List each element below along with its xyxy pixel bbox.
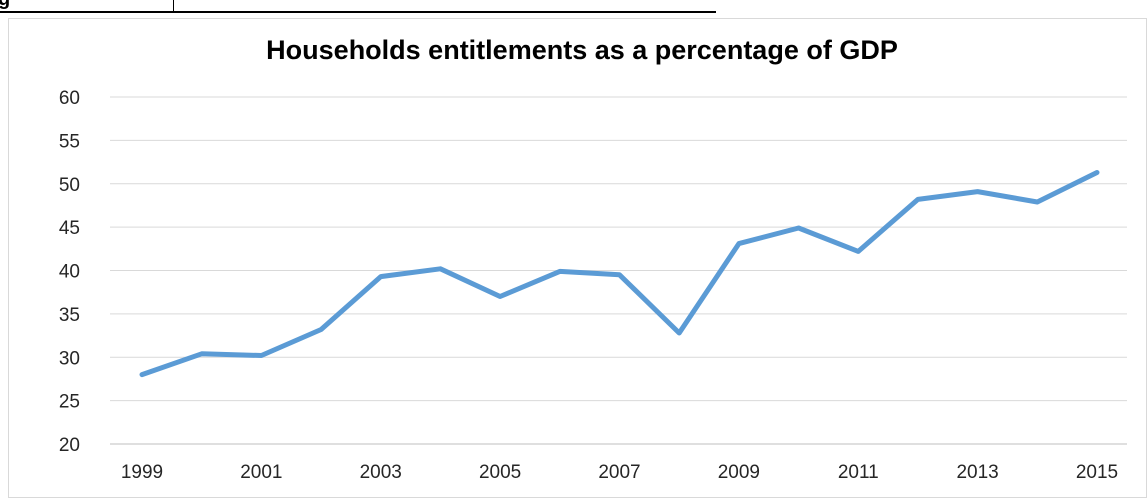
x-tick-label: 2015 bbox=[1076, 462, 1118, 482]
y-tick-label: 45 bbox=[59, 218, 80, 239]
chart-title: Households entitlements as a percentage … bbox=[266, 35, 898, 65]
y-tick-label: 20 bbox=[59, 435, 80, 456]
line-chart: Households entitlements as a percentage … bbox=[0, 0, 1147, 482]
x-tick-label: 2001 bbox=[240, 462, 282, 482]
x-tick-label: 2007 bbox=[598, 462, 640, 482]
y-tick-label: 60 bbox=[59, 88, 80, 109]
y-tick-label: 50 bbox=[59, 175, 80, 196]
x-axis-ticks: 1999 2001 2003 2005 2007 2009 2011 2013 2015 bbox=[121, 462, 1118, 482]
y-tick-label: 35 bbox=[59, 305, 80, 326]
gridlines bbox=[110, 97, 1127, 444]
y-tick-label: 55 bbox=[59, 131, 80, 152]
x-tick-label: 2005 bbox=[479, 462, 521, 482]
series-group bbox=[142, 172, 1097, 374]
x-tick-label: 2003 bbox=[360, 462, 402, 482]
y-axis-ticks: 20 25 30 35 40 45 50 55 60 bbox=[59, 88, 80, 456]
x-tick-label: 1999 bbox=[121, 462, 163, 482]
series-line-0 bbox=[142, 173, 1097, 375]
y-tick-label: 25 bbox=[59, 392, 80, 413]
x-tick-label: 2013 bbox=[956, 462, 998, 482]
y-tick-label: 30 bbox=[59, 348, 80, 369]
x-tick-label: 2011 bbox=[838, 462, 879, 482]
y-tick-label: 40 bbox=[59, 262, 80, 283]
x-tick-label: 2009 bbox=[718, 462, 760, 482]
